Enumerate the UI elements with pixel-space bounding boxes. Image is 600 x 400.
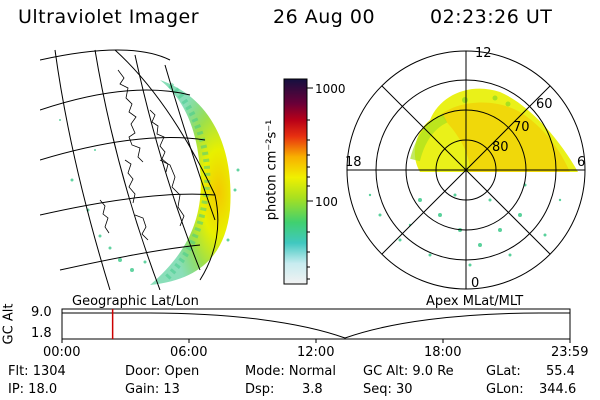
- left-panel-label: Geographic Lat/Lon: [72, 294, 199, 309]
- timeline-ytick-9: 9.0: [31, 305, 52, 320]
- info-dsp-value: 3.8: [302, 382, 323, 397]
- timeline-xtick-1200: 12:00: [297, 345, 335, 360]
- info-ip: IP: 18.0: [8, 382, 58, 397]
- right-panel-label: Apex MLat/MLT: [426, 294, 524, 309]
- info-glon-value: 344.6: [539, 382, 577, 397]
- timeline-xtick-2359: 23:59: [551, 345, 589, 360]
- mlat-label-70: 70: [513, 120, 530, 135]
- mlt-label-18: 18: [345, 155, 362, 170]
- info-gc-alt: GC Alt: 9.0 Re: [363, 364, 454, 379]
- mlat-label-60: 60: [536, 97, 553, 112]
- info-door: Door: Open: [125, 364, 200, 379]
- info-glat-value: 55.4: [546, 364, 575, 379]
- mlt-label-0: 0: [471, 276, 480, 291]
- instrument-title: Ultraviolet Imager: [18, 6, 200, 28]
- info-flight: Flt: 1304: [8, 364, 66, 379]
- info-dsp-label: Dsp:: [245, 382, 275, 397]
- timeline-xtick-0000: 00:00: [43, 345, 81, 360]
- mlt-label-12: 12: [475, 46, 492, 61]
- colorbar-tick-100: 100: [315, 195, 338, 209]
- timeline-xtick-0600: 06:00: [170, 345, 208, 360]
- timeline-ytick-1-8: 1.8: [31, 326, 52, 341]
- mlt-label-6: 6: [577, 155, 586, 170]
- timeline-ylabel: GC Alt: [1, 303, 17, 345]
- info-seq: Seq: 30: [363, 382, 413, 397]
- observation-date: 26 Aug 00: [273, 6, 376, 28]
- info-glon-label: GLon:: [486, 382, 524, 397]
- timeline-xtick-1800: 18:00: [424, 345, 462, 360]
- info-mode: Mode: Normal: [245, 364, 336, 379]
- info-glat-label: GLat:: [486, 364, 521, 379]
- colorbar-tick-1000: 1000: [315, 82, 346, 96]
- mlat-label-80: 80: [492, 140, 509, 155]
- info-gain: Gain: 13: [125, 382, 180, 397]
- observation-time: 02:23:26 UT: [430, 6, 553, 28]
